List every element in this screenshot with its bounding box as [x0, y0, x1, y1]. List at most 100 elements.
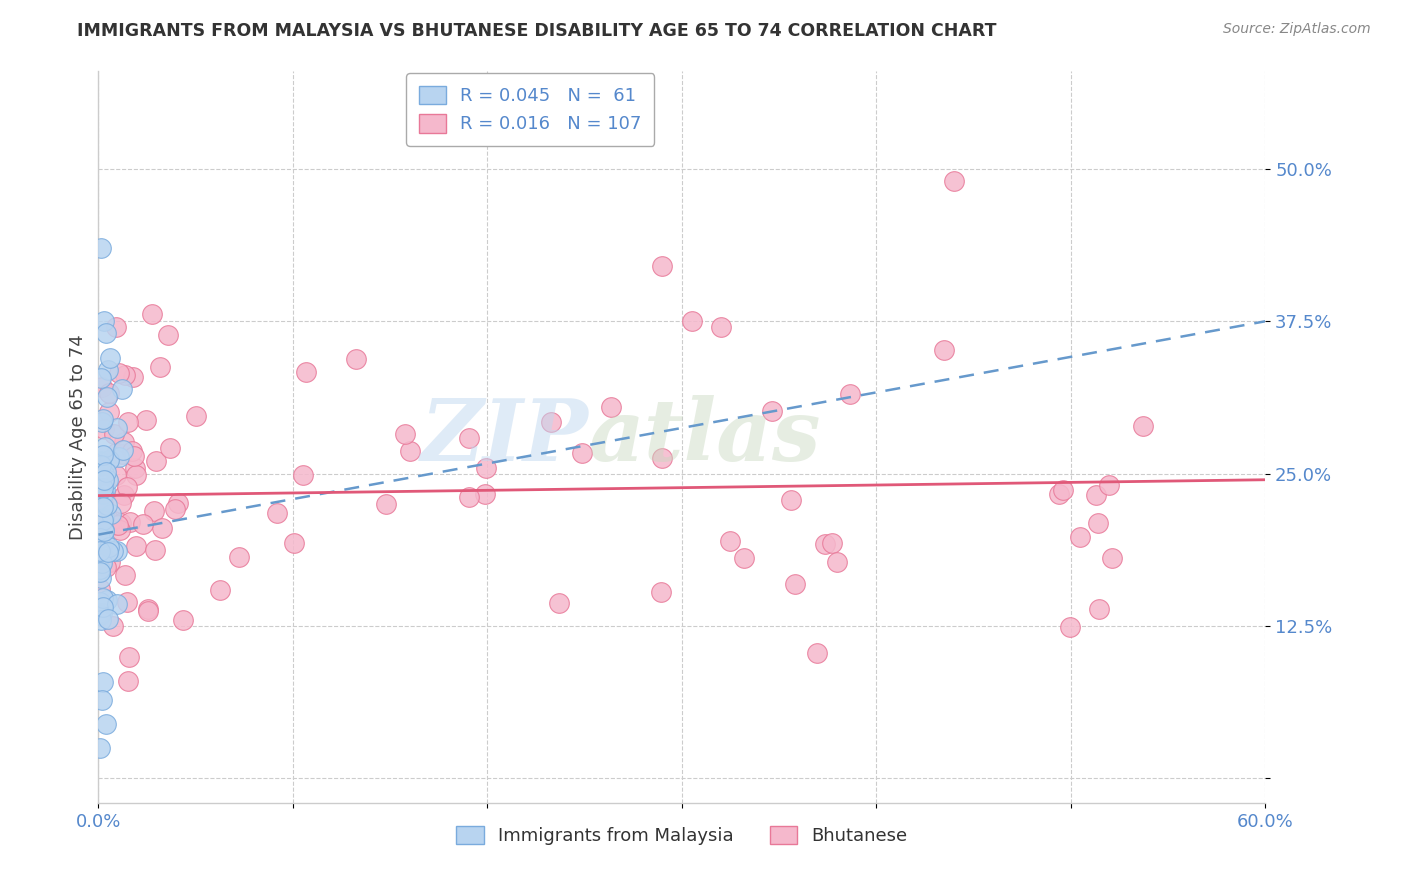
- Point: [96, 390, 118, 404]
- Point: [150, 521, 173, 535]
- Point: [103, 518, 125, 533]
- Point: [93, 524, 115, 538]
- Point: [1132, 418, 1154, 433]
- Point: [110, 496, 132, 510]
- Point: [89, 515, 111, 529]
- Point: [89, 595, 111, 609]
- Point: [733, 550, 755, 565]
- Point: [93, 534, 115, 549]
- Text: ZIP: ZIP: [420, 395, 589, 479]
- Point: [474, 487, 496, 501]
- Point: [97, 363, 120, 377]
- Point: [814, 537, 837, 551]
- Text: Source: ZipAtlas.com: Source: ZipAtlas.com: [1223, 22, 1371, 37]
- Point: [93, 473, 115, 487]
- Point: [100, 507, 122, 521]
- Point: [136, 604, 159, 618]
- Point: [97, 545, 120, 559]
- Point: [91, 675, 114, 690]
- Point: [105, 319, 128, 334]
- Point: [112, 488, 135, 502]
- Point: [89, 458, 111, 473]
- Point: [839, 387, 862, 401]
- Point: [105, 420, 128, 434]
- Point: [94, 560, 117, 574]
- Point: [141, 307, 163, 321]
- Point: [98, 555, 121, 569]
- Point: [96, 498, 118, 512]
- Point: [110, 523, 132, 537]
- Point: [93, 497, 115, 511]
- Point: [458, 491, 481, 505]
- Point: [108, 366, 131, 380]
- Point: [125, 539, 148, 553]
- Point: [111, 443, 134, 458]
- Point: [122, 369, 145, 384]
- Point: [111, 382, 134, 396]
- Point: [184, 409, 207, 423]
- Point: [149, 360, 172, 375]
- Point: [90, 241, 112, 255]
- Point: [143, 543, 166, 558]
- Point: [1098, 478, 1121, 492]
- Point: [159, 442, 181, 456]
- Point: [90, 571, 112, 585]
- Point: [91, 482, 114, 496]
- Point: [761, 404, 783, 418]
- Point: [143, 504, 166, 518]
- Point: [93, 487, 115, 501]
- Point: [394, 427, 416, 442]
- Point: [932, 343, 955, 357]
- Point: [125, 468, 148, 483]
- Point: [93, 422, 115, 436]
- Point: [1085, 488, 1108, 502]
- Point: [122, 449, 145, 463]
- Point: [104, 446, 127, 460]
- Point: [228, 550, 250, 565]
- Point: [96, 510, 118, 524]
- Point: [117, 415, 139, 429]
- Point: [89, 607, 111, 622]
- Point: [96, 465, 118, 479]
- Point: [172, 613, 194, 627]
- Point: [89, 565, 111, 579]
- Point: [718, 533, 741, 548]
- Text: atlas: atlas: [589, 395, 821, 479]
- Point: [825, 555, 848, 569]
- Point: [89, 453, 111, 467]
- Point: [93, 533, 115, 547]
- Point: [457, 431, 479, 445]
- Point: [681, 314, 703, 328]
- Point: [91, 411, 114, 425]
- Point: [105, 597, 128, 611]
- Point: [118, 515, 141, 529]
- Point: [1088, 601, 1111, 615]
- Point: [375, 497, 398, 511]
- Point: [91, 547, 114, 561]
- Point: [94, 440, 117, 454]
- Legend: Immigrants from Malaysia, Bhutanese: Immigrants from Malaysia, Bhutanese: [450, 819, 914, 852]
- Point: [1059, 620, 1081, 634]
- Point: [97, 611, 120, 625]
- Point: [943, 174, 966, 188]
- Point: [93, 483, 115, 497]
- Point: [651, 450, 673, 465]
- Point: [101, 543, 124, 558]
- Point: [292, 468, 315, 483]
- Point: [1101, 550, 1123, 565]
- Point: [132, 516, 155, 531]
- Point: [475, 461, 498, 475]
- Point: [91, 500, 114, 515]
- Point: [783, 577, 806, 591]
- Point: [547, 596, 569, 610]
- Point: [398, 444, 420, 458]
- Point: [91, 380, 114, 394]
- Point: [115, 595, 138, 609]
- Point: [118, 649, 141, 664]
- Point: [112, 435, 135, 450]
- Point: [101, 513, 124, 527]
- Point: [156, 328, 179, 343]
- Point: [266, 506, 288, 520]
- Point: [710, 320, 733, 334]
- Point: [820, 536, 842, 550]
